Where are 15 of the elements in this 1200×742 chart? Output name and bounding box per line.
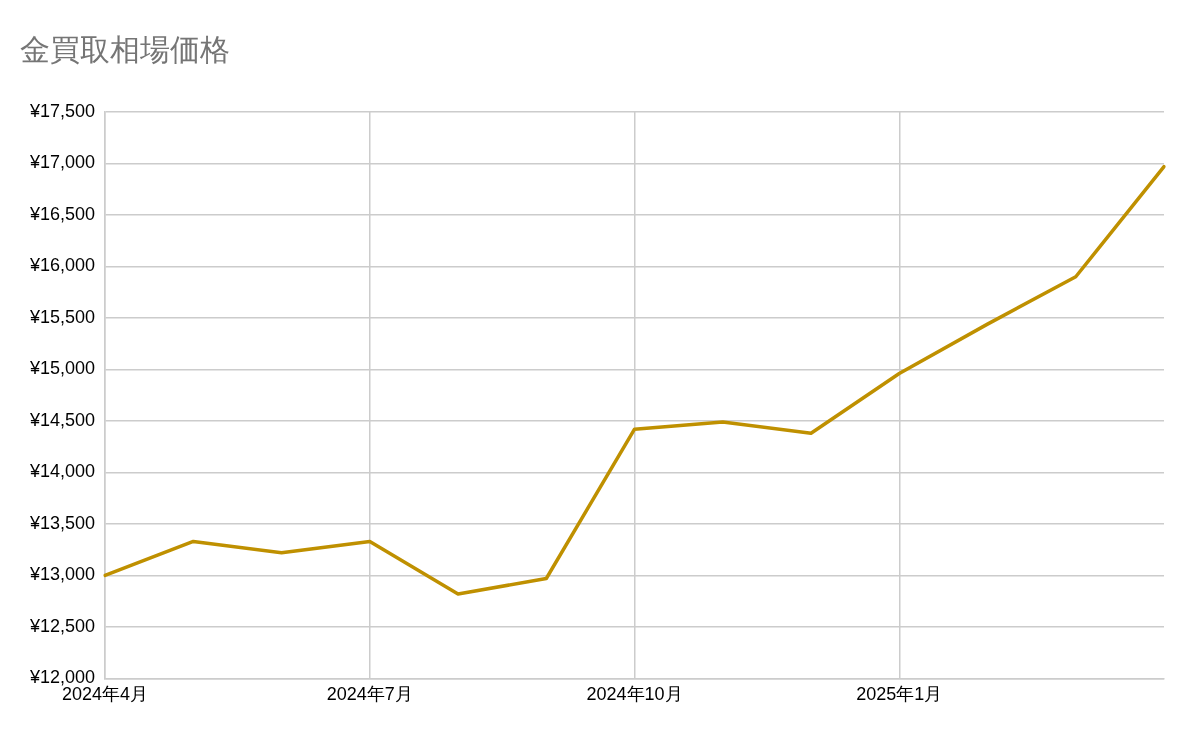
y-tick-label: ¥13,000 xyxy=(28,564,96,585)
y-tick-label: ¥13,500 xyxy=(28,512,96,533)
chart-title: 金買取相場価格 xyxy=(20,31,230,67)
y-tick-label: ¥14,000 xyxy=(28,461,96,482)
x-tick-label: 2024年10月 xyxy=(586,684,683,705)
y-tick-label: ¥12,500 xyxy=(28,615,96,636)
y-tick-label: ¥16,500 xyxy=(28,203,96,224)
x-tick-label: 2025年1月 xyxy=(856,684,943,705)
y-tick-label: ¥17,000 xyxy=(28,152,96,173)
y-tick-label: ¥14,500 xyxy=(28,409,96,430)
y-tick-label: ¥16,000 xyxy=(28,255,96,276)
y-tick-label: ¥17,500 xyxy=(28,100,96,121)
y-tick-label: ¥15,500 xyxy=(28,306,96,327)
x-tick-label: 2024年7月 xyxy=(326,684,413,705)
y-tick-label: ¥15,000 xyxy=(28,358,96,379)
